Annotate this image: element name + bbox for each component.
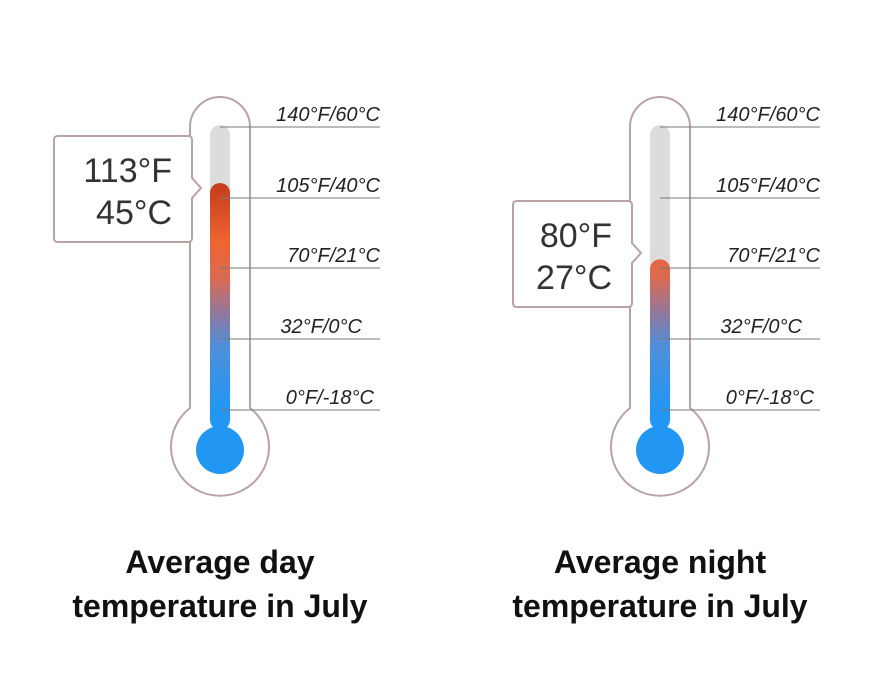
tick-label: 105°F/40°C — [276, 175, 380, 197]
day-thermometer: 140°F/60°C 105°F/40°C 70°F/21°C 32°F/0°C… — [53, 96, 381, 497]
tick-label: 140°F/60°C — [276, 104, 380, 126]
tick-label: 140°F/60°C — [716, 104, 820, 126]
night-thermometer: 140°F/60°C 105°F/40°C 70°F/21°C 32°F/0°C… — [512, 96, 821, 497]
tick-label: 0°F/-18°C — [726, 387, 815, 409]
tube-fill — [650, 259, 670, 430]
thermometer-bulb — [196, 426, 244, 474]
reading-callout: 113°F 45°C — [53, 135, 203, 243]
reading-callout: 80°F 27°C — [512, 200, 643, 308]
callout-box — [512, 200, 643, 308]
night-caption: Average night temperature in July — [440, 540, 880, 628]
tick-label: 70°F/21°C — [727, 245, 820, 267]
tick-label: 0°F/-18°C — [286, 387, 375, 409]
callout-box — [53, 135, 203, 243]
reading-fahrenheit: 80°F — [540, 217, 612, 255]
tick-group: 140°F/60°C 105°F/40°C 70°F/21°C 32°F/0°C… — [220, 104, 381, 411]
reading-celsius: 45°C — [96, 194, 172, 232]
thermometer-bulb — [636, 426, 684, 474]
caption-line: Average day — [125, 544, 315, 580]
caption-line: Average night — [553, 544, 767, 580]
day-caption: Average day temperature in July — [0, 540, 440, 628]
tick-label: 32°F/0°C — [720, 316, 802, 338]
tick-group: 140°F/60°C 105°F/40°C 70°F/21°C 32°F/0°C… — [660, 104, 821, 411]
caption-line: temperature in July — [72, 588, 368, 624]
tick-label: 32°F/0°C — [280, 316, 362, 338]
tick-label: 70°F/21°C — [287, 245, 380, 267]
tube-fill — [210, 182, 230, 430]
reading-fahrenheit: 113°F — [83, 152, 172, 190]
caption-line: temperature in July — [512, 588, 808, 624]
reading-celsius: 27°C — [536, 259, 612, 297]
tick-label: 105°F/40°C — [716, 175, 820, 197]
